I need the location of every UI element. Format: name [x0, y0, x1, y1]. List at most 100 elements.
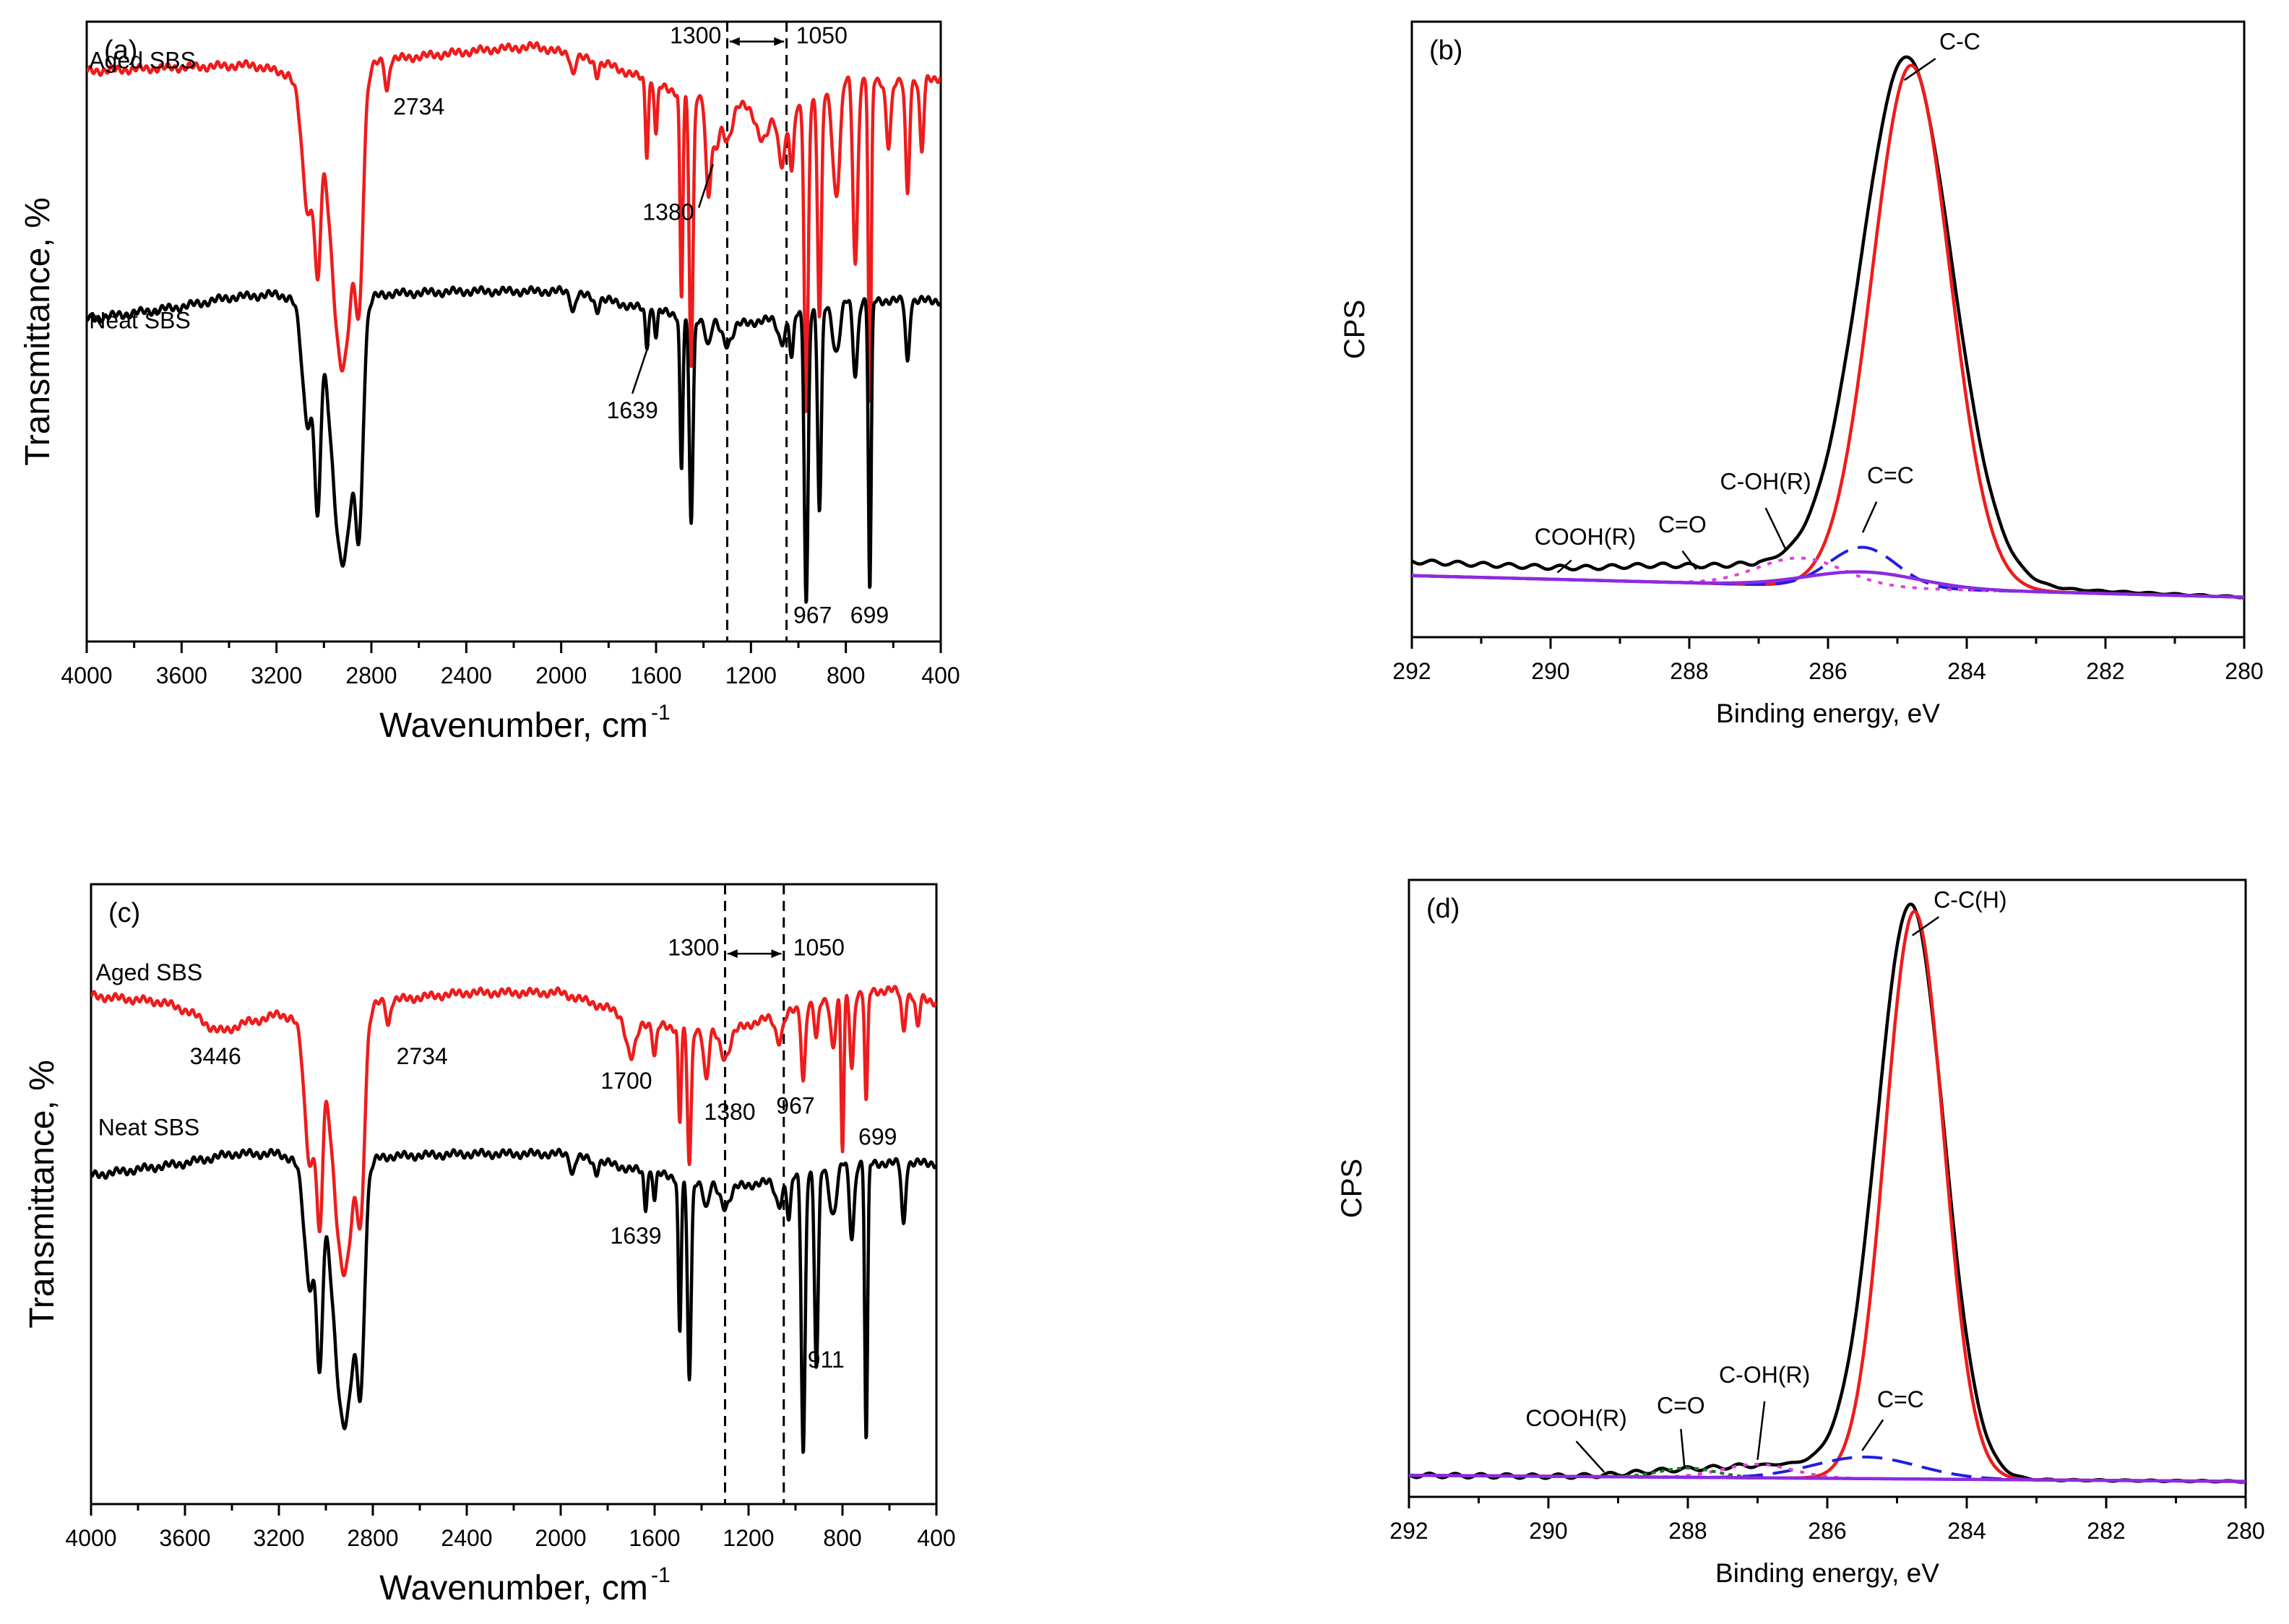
annotation-label: 1050: [796, 22, 848, 48]
annotation-leader: [1861, 1419, 1884, 1451]
x-axis-label: Binding energy, eV: [1715, 1558, 1939, 1588]
x-tick-label: 2400: [441, 1525, 492, 1551]
x-tick-label: 282: [2087, 1518, 2125, 1544]
x-tick-label: 284: [1947, 658, 1986, 684]
annotation-label: Aged SBS: [89, 47, 196, 73]
y-axis-label: Transmittance, %: [23, 1060, 61, 1329]
annotation-label: 1050: [793, 935, 845, 961]
x-tick-label: 2800: [345, 662, 397, 688]
y-axis-label: CPS: [1339, 300, 1371, 359]
arrow-head-right: [774, 37, 785, 46]
annotation-label: 699: [858, 1123, 897, 1149]
x-tick-label: 2000: [535, 662, 587, 688]
annotation-leader: [1903, 58, 1936, 81]
annotation-label: 2734: [393, 94, 444, 120]
x-tick-label: 2000: [535, 1525, 586, 1551]
annotation-label: 1639: [607, 397, 658, 423]
x-tick-label: 286: [1809, 658, 1847, 684]
annotation-label: COOH(R): [1535, 524, 1636, 550]
x-tick-label: 3200: [251, 662, 302, 688]
annotation-label: 967: [776, 1092, 814, 1118]
annotation-label: 1300: [670, 22, 721, 48]
annotation-label: C-OH(R): [1719, 1362, 1810, 1388]
x-tick-label: 3600: [159, 1525, 210, 1551]
x-tick-label: 280: [2226, 1518, 2264, 1544]
x-tick-label: 290: [1531, 658, 1569, 684]
annotation-leader: [1912, 916, 1940, 936]
panel-label: (a): [104, 35, 137, 66]
x-tick-label: 292: [1389, 1518, 1428, 1544]
annotation-label: C-OH(R): [1720, 469, 1811, 495]
annotation-label: Neat SBS: [98, 1114, 200, 1140]
annotation-label: 911: [808, 1347, 845, 1373]
x-tick-label: 400: [917, 1525, 955, 1551]
annotation-label: 3446: [190, 1043, 241, 1069]
arrow-head-left: [729, 37, 740, 46]
annotation-label: C-C(H): [1934, 886, 2006, 912]
series-neat-sbs: [87, 285, 941, 604]
x-tick-label: 2400: [441, 662, 492, 688]
annotation-label: C-C: [1939, 28, 1980, 54]
panel-c-ftir-chart: 4000 3600 3200 2800 2400 2000 1600 1200 800 400 Wa…: [23, 883, 956, 1607]
annotation-leader: [1556, 559, 1572, 574]
panel-label: (b): [1429, 35, 1462, 66]
arrow-head-left: [727, 949, 738, 959]
plot-area: [1409, 902, 2246, 1484]
annotation-label: 967: [793, 602, 832, 628]
x-axis-label-superscript: -1: [651, 701, 671, 725]
annotation-leader: [1680, 1428, 1686, 1467]
annotation-leader: [1756, 1401, 1766, 1460]
x-axis-label-superscript: -1: [651, 1563, 671, 1587]
x-tick-label: 282: [2086, 658, 2124, 684]
panel-a-ftir-chart: 4000 3600 3200 2800 2400 2000 1600 1200 800 400 Wa…: [19, 20, 960, 745]
plot-area: [87, 22, 941, 642]
panel-d-xps-chart: 292 290 288 286 284 282 280 Binding energy, eV C…: [1336, 878, 2265, 1588]
x-tick-label: 284: [1947, 1518, 1986, 1544]
x-tick-label: 1600: [629, 1525, 680, 1551]
annotation-label: Neat SBS: [89, 308, 191, 334]
annotation-label: C=C: [1877, 1386, 1924, 1412]
panel-label: (c): [108, 898, 140, 928]
annotation-label: C=O: [1657, 1393, 1705, 1419]
x-tick-label: 288: [1668, 1518, 1707, 1544]
annotation-leader: [697, 163, 714, 208]
annotation-leader: [1681, 550, 1697, 571]
x-tick-label: 3200: [253, 1525, 304, 1551]
series-background: [1409, 1473, 2246, 1483]
annotation-label: 1380: [642, 199, 694, 225]
y-axis-label: CPS: [1336, 1159, 1368, 1218]
annotation-label: COOH(R): [1525, 1405, 1626, 1431]
x-tick-label: 292: [1392, 658, 1431, 684]
annotation-label: 699: [850, 602, 889, 628]
x-tick-label: 800: [827, 662, 865, 688]
x-tick-label: 1200: [725, 662, 777, 688]
annotation-leader: [1575, 1441, 1605, 1473]
annotation-label: 1300: [668, 935, 719, 961]
annotation-label: C=C: [1867, 462, 1914, 488]
x-axis-label: Wavenumber, cm: [379, 1569, 648, 1607]
annotation-label: 1639: [610, 1223, 661, 1249]
x-tick-label: 4000: [65, 1525, 116, 1551]
panel-label: (d): [1426, 894, 1460, 924]
x-tick-label: 1200: [723, 1525, 774, 1551]
plot-area: [1412, 55, 2244, 600]
annotation-leader: [1861, 501, 1878, 533]
annotation-label: C=O: [1658, 511, 1707, 537]
x-tick-label: 290: [1529, 1518, 1567, 1544]
x-tick-label: 400: [921, 662, 960, 688]
x-axis-label: Wavenumber, cm: [379, 707, 648, 745]
plot-area: [91, 884, 936, 1504]
annotation-label: 1700: [600, 1068, 652, 1094]
x-axis-label: Binding energy, eV: [1716, 699, 1940, 728]
annotation-leader: [631, 343, 650, 394]
arrow-head-right: [771, 949, 782, 959]
x-tick-label: 286: [1808, 1518, 1846, 1544]
annotation-leader: [1764, 507, 1788, 552]
series-aged-sbs: [87, 40, 941, 413]
series-neat-sbs: [91, 1147, 936, 1454]
x-tick-label: 288: [1670, 658, 1708, 684]
y-axis-label: Transmittance, %: [19, 197, 57, 466]
annotation-label: 2734: [397, 1043, 448, 1069]
annotation-label: 1380: [704, 1099, 755, 1125]
